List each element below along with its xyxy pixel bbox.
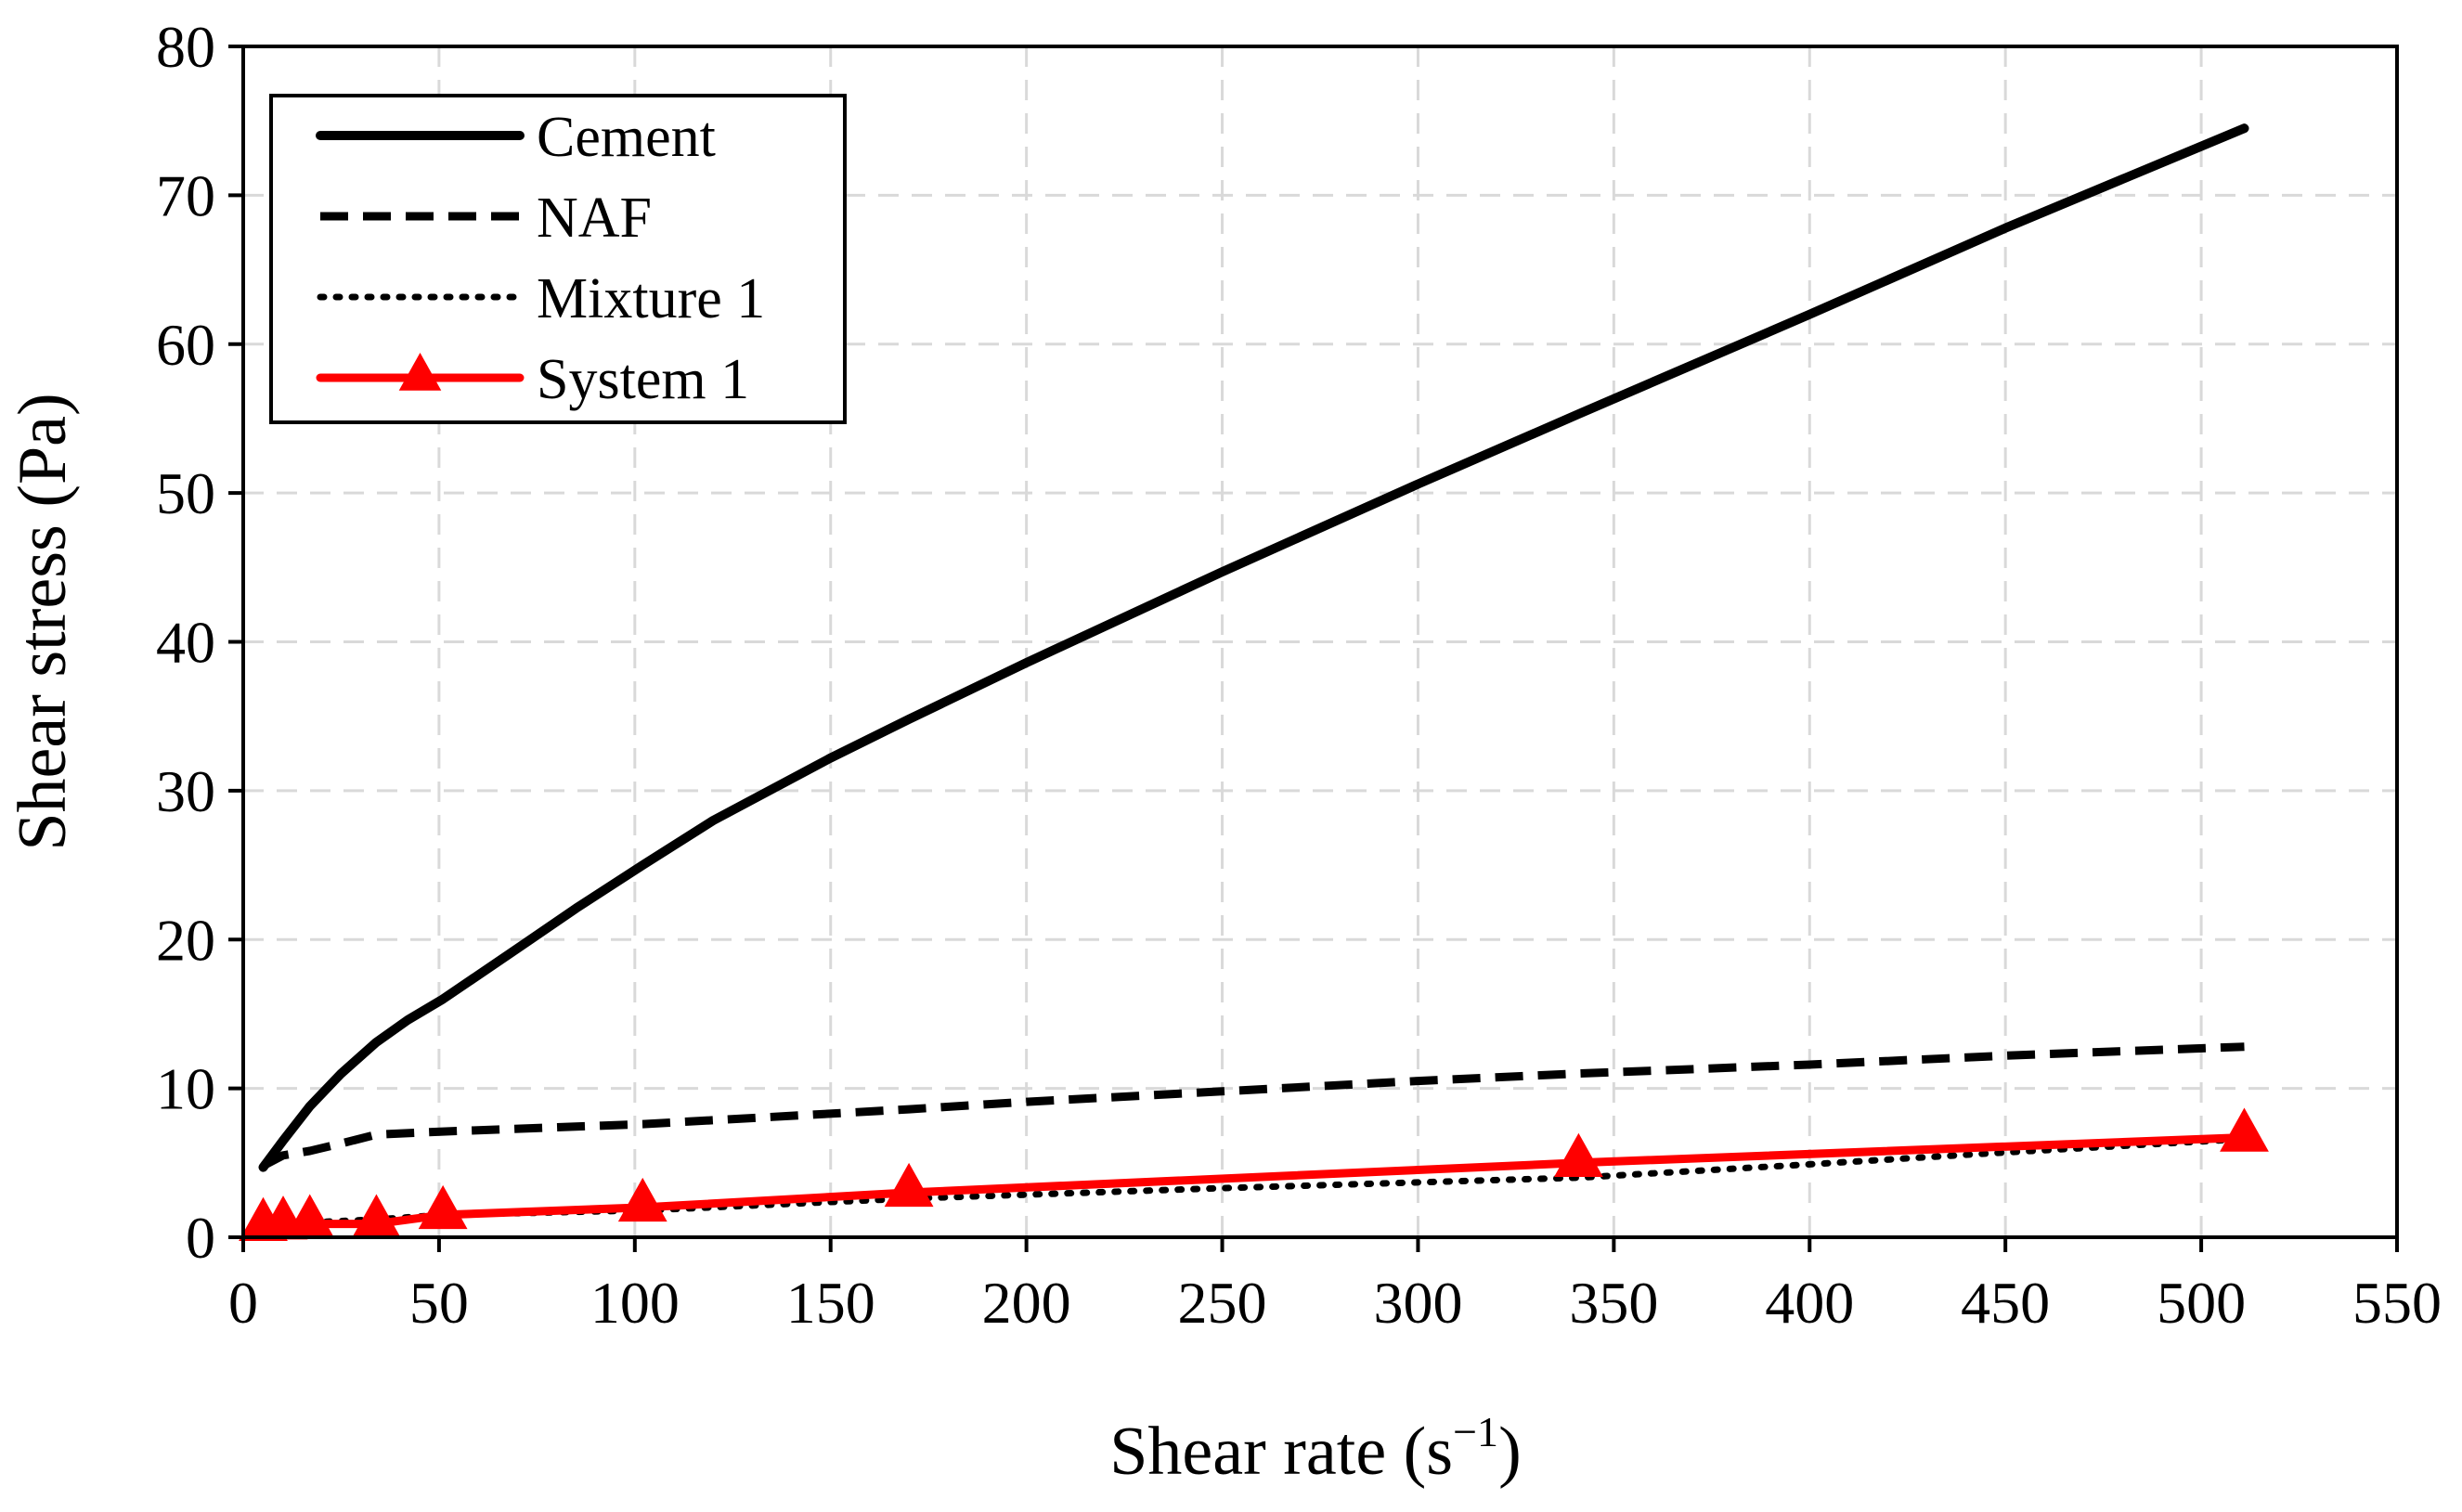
legend-entry-system-1: System 1	[316, 348, 749, 411]
legend-label-cement: Cement	[537, 106, 716, 169]
legend-label-system-1: System 1	[537, 348, 749, 411]
legend-label-mixture-1: Mixture 1	[537, 267, 765, 330]
data-point-system-1	[617, 1177, 667, 1222]
y-tick-label: 10	[156, 1056, 215, 1122]
x-tick-label: 150	[786, 1270, 875, 1336]
x-axis-title-main: Shear rate (s	[1109, 1414, 1453, 1490]
x-tick-label: 400	[1765, 1270, 1854, 1336]
x-axis-ticks: 0 50 100 150 200 250 300 350 400 450 500 550	[228, 1237, 2442, 1336]
y-tick-label: 0	[186, 1205, 215, 1271]
y-tick-label: 70	[156, 162, 215, 228]
legend: Cement NAF Mixture 1 System 1	[269, 94, 847, 424]
legend-entry-cement: Cement	[316, 106, 716, 169]
x-tick-label: 500	[2157, 1270, 2246, 1336]
gridlines	[243, 46, 2397, 1237]
y-axis-ticks: 0 10 20 30 40 50 60 70 80	[156, 14, 243, 1271]
x-axis-title-superscript: −1	[1453, 1408, 1498, 1455]
series-group	[239, 123, 2269, 1241]
x-tick-label: 50	[409, 1270, 469, 1336]
x-tick-label: 0	[228, 1270, 258, 1336]
series-line-naf	[261, 1042, 2245, 1170]
x-axis-title-close: )	[1498, 1414, 1522, 1490]
y-axis-title: Shear stress (Pa)	[5, 393, 81, 850]
series-line-mixture-1	[260, 1135, 2248, 1229]
y-tick-label: 30	[156, 758, 215, 824]
y-tick-label: 40	[156, 610, 215, 676]
y-tick-label: 60	[156, 312, 215, 378]
legend-entry-naf: NAF	[320, 187, 652, 250]
x-tick-label: 250	[1178, 1270, 1267, 1336]
x-tick-label: 350	[1569, 1270, 1658, 1336]
x-tick-label: 550	[2352, 1270, 2442, 1336]
series-line-cement	[258, 123, 2249, 1172]
legend-box	[269, 94, 847, 424]
series-naf	[261, 1042, 2245, 1170]
x-axis-title: Shear rate (s−1)	[1109, 1408, 1521, 1490]
series-system-1	[239, 1107, 2269, 1241]
data-point-system-1	[884, 1162, 934, 1208]
x-tick-label: 300	[1373, 1270, 1462, 1336]
legend-marker-system-1	[398, 353, 442, 391]
data-point-system-1	[2220, 1107, 2269, 1152]
legend-entry-mixture-1: Mixture 1	[317, 267, 765, 330]
data-point-system-1	[418, 1184, 468, 1230]
y-tick-label: 80	[156, 14, 215, 80]
x-tick-label: 200	[982, 1270, 1071, 1336]
x-tick-label: 100	[590, 1270, 680, 1336]
data-point-system-1	[1553, 1132, 1603, 1178]
y-tick-label: 20	[156, 907, 215, 973]
series-mixture-1	[260, 1135, 2248, 1229]
x-tick-label: 450	[1961, 1270, 2050, 1336]
legend-label-naf: NAF	[537, 187, 652, 250]
series-cement	[258, 123, 2249, 1172]
y-tick-label: 50	[156, 460, 215, 526]
